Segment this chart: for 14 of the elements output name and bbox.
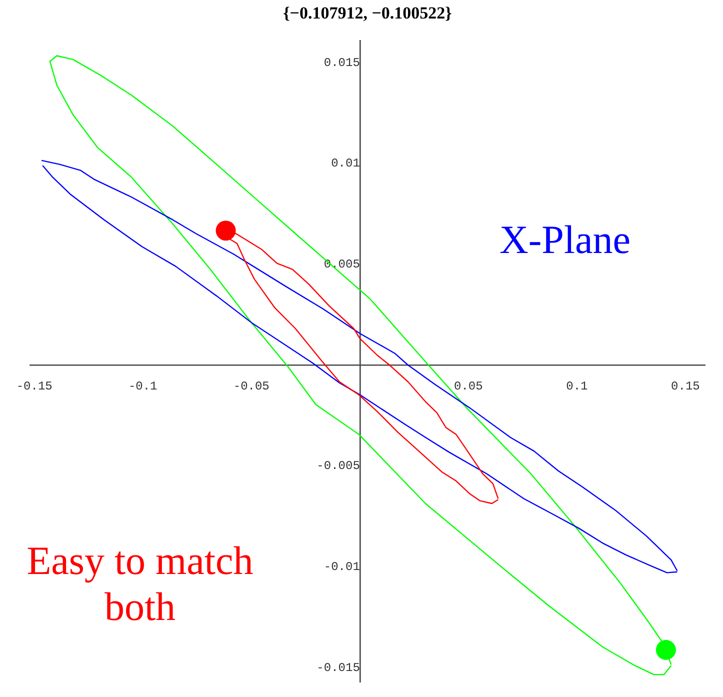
x-tick-label: -0.05 bbox=[233, 380, 270, 394]
y-tick-label: -0.015 bbox=[316, 660, 360, 675]
annotation: Easy to match both bbox=[26, 538, 254, 630]
x-tick-label: -0.15 bbox=[16, 380, 52, 394]
y-tick-label: -0.005 bbox=[316, 459, 360, 474]
x-tick-label: -0.1 bbox=[128, 380, 158, 394]
x-tick-label: 0.15 bbox=[671, 380, 700, 394]
chart-title: {−0.107912, −0.100522} bbox=[283, 4, 452, 23]
x-tick-label: 0.1 bbox=[566, 380, 588, 394]
y-tick-label: 0.015 bbox=[324, 56, 360, 70]
y-tick-label: 0.01 bbox=[331, 156, 360, 171]
y-tick-label: -0.01 bbox=[324, 560, 360, 574]
x-tick-label: 0.05 bbox=[454, 380, 483, 394]
annotation: X-Plane bbox=[498, 217, 632, 263]
